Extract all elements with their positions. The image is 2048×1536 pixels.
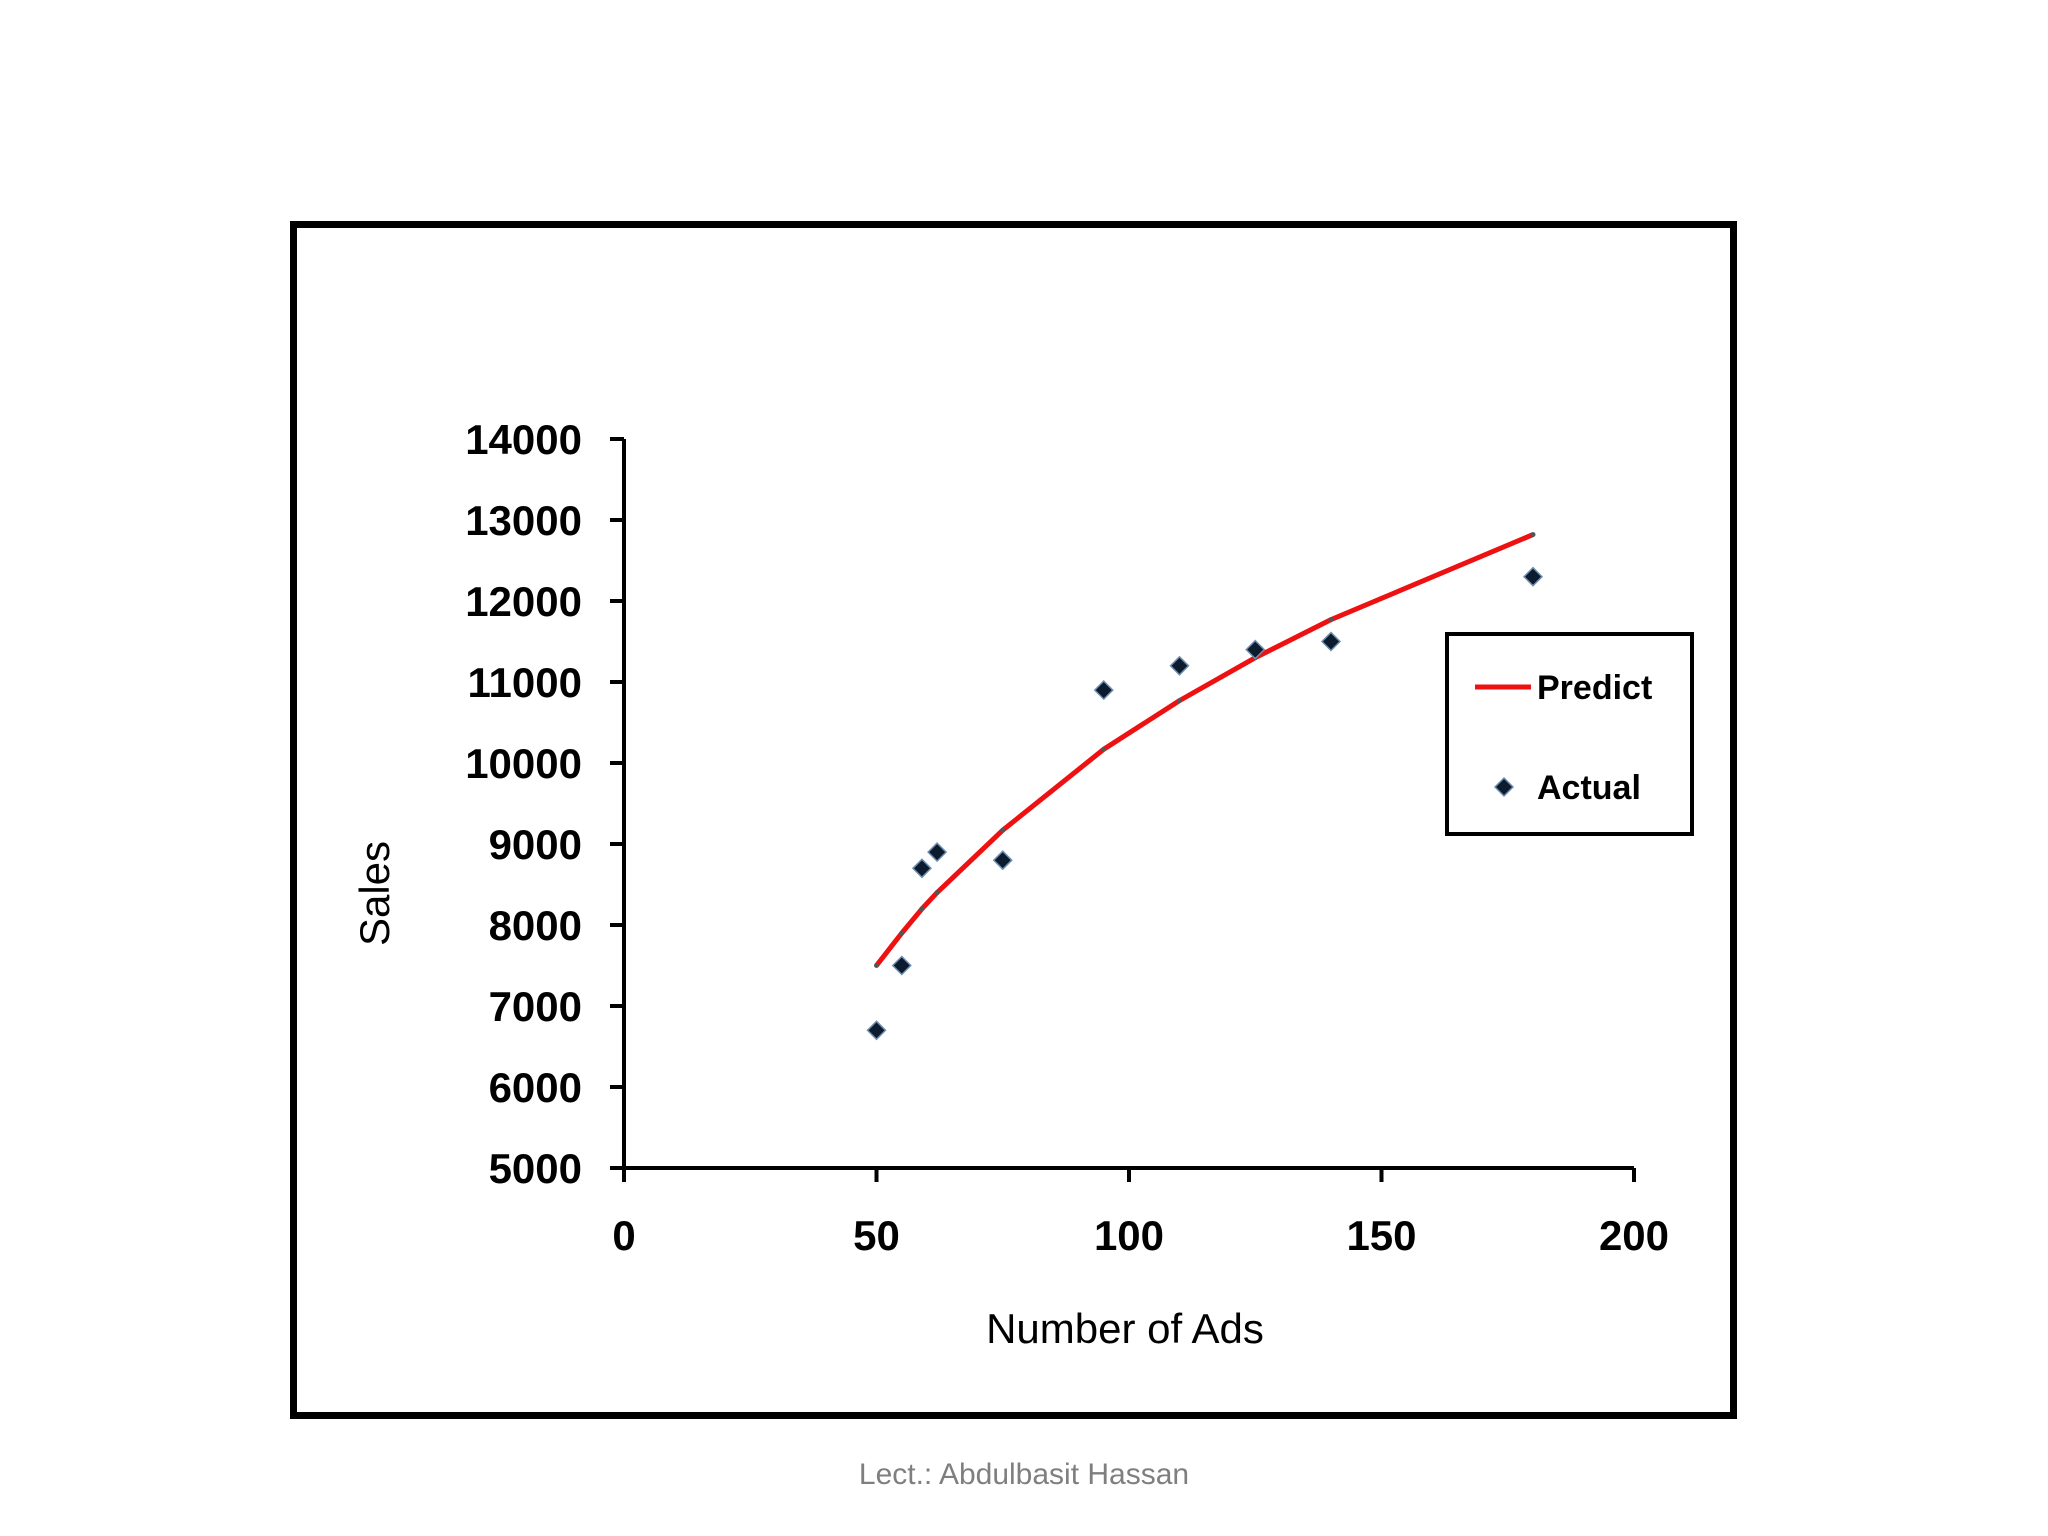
y-tick-label: 13000 bbox=[465, 497, 582, 544]
x-tick-label: 150 bbox=[1346, 1212, 1416, 1259]
x-tick-label: 0 bbox=[612, 1212, 635, 1259]
actual-point bbox=[927, 842, 948, 863]
legend-actual-label: Actual bbox=[1537, 769, 1641, 807]
actual-point bbox=[1522, 566, 1544, 587]
actual-point bbox=[866, 1020, 887, 1041]
predict-point bbox=[919, 906, 925, 912]
predict-point bbox=[1177, 698, 1182, 704]
actual-point bbox=[1093, 680, 1114, 701]
actual-point bbox=[911, 858, 933, 879]
predict-point bbox=[874, 963, 879, 968]
actual-point bbox=[992, 850, 1013, 871]
y-tick-label: 10000 bbox=[465, 740, 582, 787]
x-tick-label: 200 bbox=[1599, 1212, 1669, 1259]
chart-frame: 5000 6000 7000 8000 9000 10000 11000 12000 13000… bbox=[290, 221, 1737, 1419]
predict-point bbox=[1000, 827, 1006, 833]
y-tick-label: 12000 bbox=[465, 578, 582, 625]
y-axis-title: Sales bbox=[351, 841, 398, 946]
actual-point bbox=[1245, 639, 1266, 660]
legend-actual-swatch bbox=[1493, 776, 1515, 798]
predict-point bbox=[899, 930, 905, 936]
y-tick-label: 5000 bbox=[489, 1145, 582, 1192]
y-tick-label: 7000 bbox=[489, 983, 582, 1030]
legend-box bbox=[1445, 632, 1694, 836]
predict-point bbox=[1328, 617, 1334, 623]
footer-text: Lect.: Abdulbasit Hassan bbox=[858, 1458, 1190, 1491]
actual-point bbox=[1169, 655, 1190, 676]
actual-point bbox=[1320, 631, 1342, 652]
y-tick-label: 8000 bbox=[489, 902, 582, 949]
y-tick-label: 9000 bbox=[489, 821, 582, 868]
predict-point bbox=[1101, 746, 1107, 752]
predict-series-line bbox=[874, 532, 1534, 968]
chart-plot: 5000 6000 7000 8000 9000 10000 11000 12000 13000… bbox=[351, 416, 1694, 1352]
predict-point bbox=[934, 890, 940, 896]
y-tick-label: 11000 bbox=[468, 659, 582, 706]
x-tick-label: 50 bbox=[853, 1212, 900, 1259]
y-tick-label: 6000 bbox=[489, 1064, 582, 1111]
y-tick-label: 14000 bbox=[465, 416, 582, 463]
legend-predict-label: Predict bbox=[1537, 669, 1652, 707]
x-axis-title: Number of Ads bbox=[986, 1305, 1264, 1352]
x-tick-label: 100 bbox=[1094, 1212, 1164, 1259]
predict-point bbox=[1530, 532, 1536, 538]
actual-point bbox=[891, 955, 912, 976]
